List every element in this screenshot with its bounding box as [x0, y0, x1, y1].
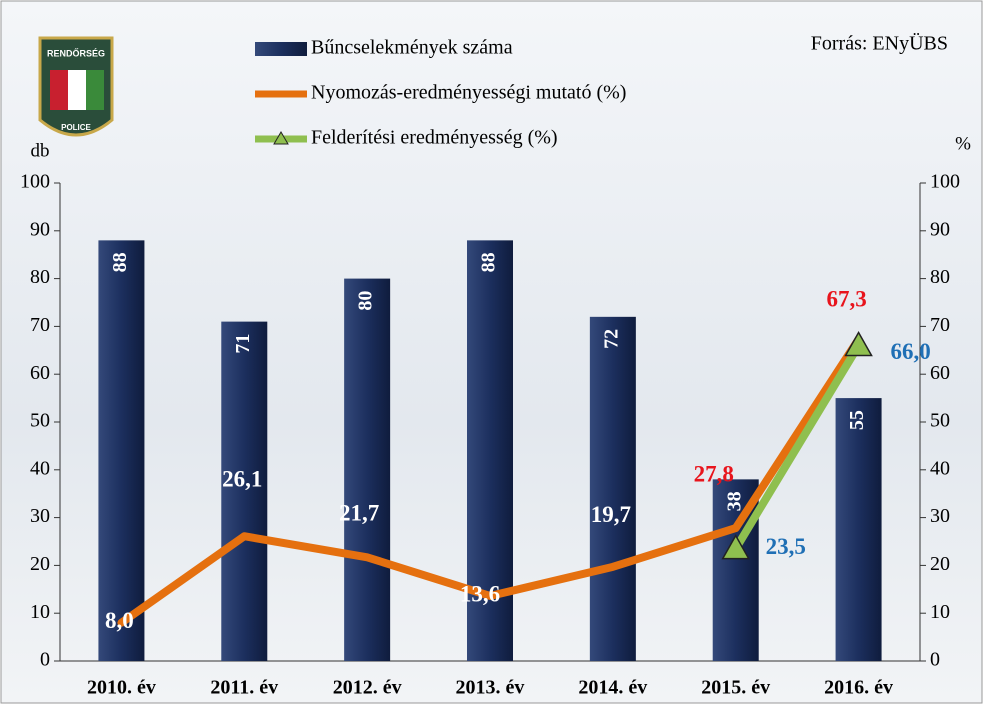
- line-value-label: 21,7: [339, 501, 379, 526]
- bar: [589, 316, 636, 661]
- bar-value-label: 55: [846, 410, 868, 430]
- bar-value-label: 38: [723, 491, 745, 511]
- x-tick-label: 2014. év: [578, 677, 647, 699]
- bar: [344, 278, 391, 661]
- line-value-label: 23,5: [766, 534, 806, 559]
- bar-value-label: 88: [109, 252, 131, 272]
- y-tick-label: 90: [30, 218, 50, 240]
- y-tick-label: 50: [30, 410, 50, 432]
- y2-tick-label: 20: [930, 553, 950, 575]
- bar: [98, 240, 145, 662]
- logo-text: RENDŐRSÉG: [47, 47, 105, 58]
- y2-tick-label: 0: [930, 649, 940, 671]
- y2-tick-label: 70: [930, 314, 950, 336]
- legend-label: Bűncselekmények száma: [311, 37, 513, 59]
- y-tick-label: 20: [30, 553, 50, 575]
- marker: [844, 330, 873, 357]
- source: Forrás: ENyÜBS: [811, 32, 948, 55]
- line-value-label: 19,7: [591, 502, 631, 527]
- logo-text: POLICE: [61, 123, 91, 132]
- y2-tick-label: 50: [930, 410, 950, 432]
- legend-marker: [273, 131, 289, 145]
- line: [117, 335, 863, 627]
- y2-tick-label: 80: [930, 266, 950, 288]
- line-value-label: 26,1: [222, 467, 262, 492]
- y-tick-label: 40: [30, 457, 50, 479]
- y2-tick-label: 40: [930, 457, 950, 479]
- marker: [721, 534, 750, 560]
- line-value-label: 13,6: [460, 581, 500, 606]
- x-tick-label: 2016. év: [824, 677, 893, 699]
- bar: [835, 398, 882, 661]
- y2-tick-label: 100: [930, 171, 960, 193]
- line-value-label: 8,0: [105, 608, 134, 633]
- bar-value-label: 72: [600, 329, 622, 349]
- line-value-label: 27,8: [694, 461, 734, 486]
- y-tick-label: 60: [30, 362, 50, 384]
- y-tick-label: 10: [30, 601, 50, 623]
- line-value-label: 66,0: [890, 339, 930, 364]
- y2-tick-label: 30: [930, 505, 950, 527]
- x-tick-label: 2013. év: [456, 677, 525, 699]
- y-tick-label: 80: [30, 266, 50, 288]
- bar-value-label: 80: [355, 291, 377, 311]
- legend-label: Nyomozás-eredményességi mutató (%): [311, 82, 626, 104]
- y2-tick-label: 90: [930, 218, 950, 240]
- y-tick-label: 0: [40, 649, 50, 671]
- y2-tick-label: 10: [930, 601, 950, 623]
- y-tick-label: 30: [30, 505, 50, 527]
- legend-swatch: [255, 42, 307, 56]
- x-tick-label: 2012. év: [333, 677, 402, 699]
- y2-axis-label: %: [955, 133, 971, 154]
- x-tick-label: 2010. év: [87, 677, 156, 699]
- y2-tick-label: 60: [930, 362, 950, 384]
- bar-value-label: 71: [232, 334, 254, 354]
- y-tick-label: 70: [30, 314, 50, 336]
- y-axis-label: db: [31, 140, 50, 161]
- x-tick-label: 2015. év: [701, 677, 770, 699]
- bar-value-label: 88: [478, 252, 500, 272]
- x-tick-label: 2011. év: [210, 677, 278, 699]
- legend-label: Felderítési eredményesség (%): [311, 127, 558, 149]
- logo: RENDŐRSÉG POLICE: [38, 36, 114, 137]
- y-tick-label: 100: [20, 171, 50, 193]
- line: [731, 341, 863, 553]
- bar: [221, 321, 268, 661]
- line-value-label: 67,3: [826, 287, 866, 312]
